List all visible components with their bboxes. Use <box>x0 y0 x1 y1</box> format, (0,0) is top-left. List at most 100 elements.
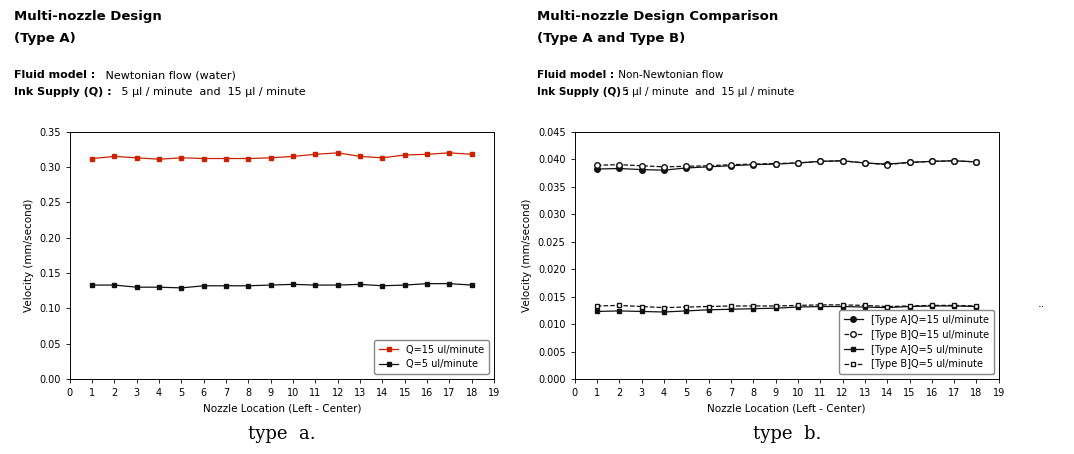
Line: Q=5 ul/minute: Q=5 ul/minute <box>90 281 474 290</box>
[Type A]Q=5 ul/minute <box>881 305 894 311</box>
Y-axis label: Velocity (mm/second): Velocity (mm/second) <box>24 199 33 312</box>
Y-axis label: Velocity (mm/second): Velocity (mm/second) <box>522 199 533 312</box>
Q=15 ul/minute <box>465 152 478 157</box>
[Type A]Q=5 ul/minute <box>725 306 738 312</box>
Q=15 ul/minute <box>108 153 121 159</box>
Line: [Type A]Q=5 ul/minute: [Type A]Q=5 ul/minute <box>595 304 978 315</box>
[Type A]Q=5 ul/minute <box>635 309 648 314</box>
[Type B]Q=15 ul/minute <box>881 162 894 168</box>
X-axis label: Nozzle Location (Left - Center): Nozzle Location (Left - Center) <box>708 404 866 414</box>
Legend: Q=15 ul/minute, Q=5 ul/minute: Q=15 ul/minute, Q=5 ul/minute <box>374 340 489 374</box>
Text: type  b.: type b. <box>753 424 821 443</box>
Q=5 ul/minute <box>108 282 121 288</box>
Text: Non-Newtonian flow: Non-Newtonian flow <box>615 70 724 80</box>
[Type A]Q=5 ul/minute <box>746 306 759 311</box>
Q=5 ul/minute <box>442 281 455 286</box>
[Type B]Q=5 ul/minute <box>814 302 827 308</box>
[Type A]Q=15 ul/minute <box>947 158 960 163</box>
[Type B]Q=5 ul/minute <box>613 303 626 308</box>
[Type B]Q=15 ul/minute <box>746 161 759 167</box>
Q=5 ul/minute <box>264 282 277 288</box>
[Type B]Q=15 ul/minute <box>947 158 960 163</box>
[Type A]Q=5 ul/minute <box>769 306 782 311</box>
Q=15 ul/minute <box>398 152 411 158</box>
[Type A]Q=15 ul/minute <box>858 160 871 166</box>
Legend: [Type A]Q=15 ul/minute, [Type B]Q=15 ul/minute, [Type A]Q=5 ul/minute, [Type B]Q: [Type A]Q=15 ul/minute, [Type B]Q=15 ul/… <box>839 310 993 374</box>
[Type A]Q=15 ul/minute <box>702 164 715 170</box>
Q=15 ul/minute <box>198 156 211 161</box>
[Type B]Q=15 ul/minute <box>591 163 604 168</box>
[Type B]Q=5 ul/minute <box>725 303 738 309</box>
[Type A]Q=5 ul/minute <box>814 304 827 309</box>
[Type A]Q=15 ul/minute <box>746 162 759 168</box>
Line: [Type A]Q=15 ul/minute: [Type A]Q=15 ul/minute <box>594 158 979 173</box>
[Type A]Q=5 ul/minute <box>702 307 715 312</box>
[Type A]Q=5 ul/minute <box>836 304 848 309</box>
[Type B]Q=5 ul/minute <box>769 303 782 309</box>
Q=5 ul/minute <box>153 285 165 290</box>
[Type A]Q=5 ul/minute <box>613 308 626 314</box>
Text: 5 μl / minute  and  15 μl / minute: 5 μl / minute and 15 μl / minute <box>619 87 794 97</box>
[Type A]Q=5 ul/minute <box>591 309 604 314</box>
[Type A]Q=15 ul/minute <box>881 161 894 167</box>
[Type A]Q=15 ul/minute <box>613 166 626 171</box>
[Type A]Q=15 ul/minute <box>769 161 782 167</box>
Q=5 ul/minute <box>242 283 255 288</box>
Text: (Type A and Type B): (Type A and Type B) <box>537 32 685 45</box>
[Type A]Q=15 ul/minute <box>725 163 738 168</box>
Text: Multi-nozzle Design: Multi-nozzle Design <box>14 10 162 23</box>
[Type B]Q=5 ul/minute <box>926 303 939 308</box>
[Type B]Q=5 ul/minute <box>881 304 894 309</box>
[Type B]Q=5 ul/minute <box>792 303 804 308</box>
[Type A]Q=15 ul/minute <box>970 159 983 165</box>
[Type B]Q=15 ul/minute <box>792 160 804 166</box>
[Type B]Q=15 ul/minute <box>725 162 738 168</box>
[Type B]Q=5 ul/minute <box>947 303 960 308</box>
[Type B]Q=15 ul/minute <box>836 158 848 163</box>
[Type B]Q=15 ul/minute <box>702 163 715 168</box>
Q=5 ul/minute <box>398 282 411 288</box>
[Type A]Q=5 ul/minute <box>926 303 939 309</box>
Q=15 ul/minute <box>264 155 277 161</box>
Q=5 ul/minute <box>331 282 344 288</box>
Q=15 ul/minute <box>175 155 188 161</box>
Line: [Type B]Q=5 ul/minute: [Type B]Q=5 ul/minute <box>595 302 978 310</box>
[Type B]Q=15 ul/minute <box>613 162 626 168</box>
Q=5 ul/minute <box>86 282 99 288</box>
Q=5 ul/minute <box>220 283 233 288</box>
[Type A]Q=5 ul/minute <box>657 309 670 315</box>
[Type B]Q=5 ul/minute <box>680 304 693 310</box>
Q=15 ul/minute <box>309 152 322 157</box>
[Type A]Q=15 ul/minute <box>792 160 804 166</box>
[Type B]Q=5 ul/minute <box>635 304 648 309</box>
Line: Q=15 ul/minute: Q=15 ul/minute <box>90 150 474 162</box>
[Type A]Q=15 ul/minute <box>926 158 939 164</box>
Text: Newtonian flow (water): Newtonian flow (water) <box>102 70 236 80</box>
[Type B]Q=5 ul/minute <box>836 302 848 308</box>
Q=15 ul/minute <box>421 152 434 157</box>
[Type B]Q=15 ul/minute <box>926 158 939 164</box>
Text: Ink Supply (Q) :: Ink Supply (Q) : <box>14 87 112 97</box>
Text: Ink Supply (Q) :: Ink Supply (Q) : <box>537 87 628 97</box>
[Type B]Q=15 ul/minute <box>657 164 670 170</box>
Q=15 ul/minute <box>220 156 233 161</box>
Q=15 ul/minute <box>153 157 165 162</box>
Q=5 ul/minute <box>421 281 434 286</box>
Q=5 ul/minute <box>130 285 143 290</box>
[Type B]Q=5 ul/minute <box>702 304 715 309</box>
Q=5 ul/minute <box>465 282 478 288</box>
[Type B]Q=5 ul/minute <box>858 303 871 308</box>
[Type A]Q=5 ul/minute <box>792 304 804 310</box>
Text: Multi-nozzle Design Comparison: Multi-nozzle Design Comparison <box>537 10 779 23</box>
Text: Fluid model :: Fluid model : <box>537 70 614 80</box>
Q=15 ul/minute <box>353 153 366 159</box>
Text: 5 μl / minute  and  15 μl / minute: 5 μl / minute and 15 μl / minute <box>118 87 306 97</box>
Text: type  a.: type a. <box>248 424 316 443</box>
[Type B]Q=15 ul/minute <box>858 160 871 166</box>
Q=5 ul/minute <box>376 283 389 288</box>
[Type A]Q=15 ul/minute <box>836 158 848 163</box>
[Type A]Q=5 ul/minute <box>680 308 693 314</box>
Q=5 ul/minute <box>353 281 366 287</box>
[Type A]Q=15 ul/minute <box>814 158 827 164</box>
[Type A]Q=5 ul/minute <box>970 304 983 309</box>
